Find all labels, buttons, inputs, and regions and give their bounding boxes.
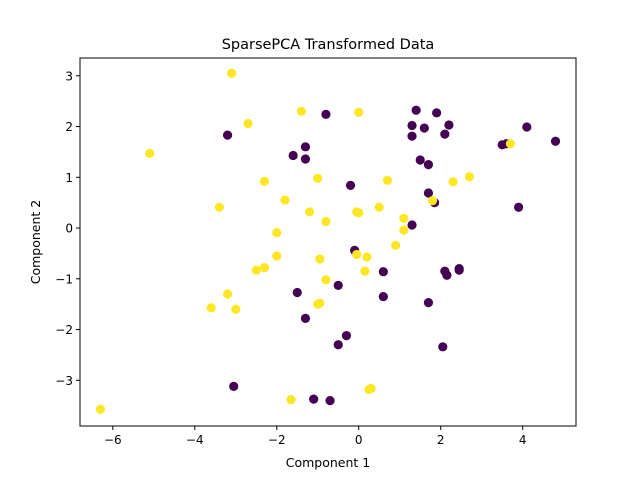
data-point (259, 176, 270, 186)
x-tick-label: 4 (519, 433, 527, 447)
data-point (419, 123, 429, 133)
x-tick-label: 0 (355, 433, 363, 447)
y-tick-label: 3 (65, 69, 73, 83)
data-point (364, 384, 374, 395)
data-point (286, 395, 296, 405)
y-tick-label: 0 (65, 222, 73, 236)
x-axis-label: Component 1 (286, 455, 371, 470)
x-tick-label: 2 (437, 433, 445, 447)
data-point (497, 140, 507, 150)
data-point (522, 122, 532, 132)
data-point (259, 263, 270, 273)
data-point (391, 240, 401, 250)
data-point (313, 173, 323, 183)
data-point (505, 139, 516, 149)
data-point (315, 298, 325, 308)
data-point (378, 291, 388, 302)
data-point (442, 270, 452, 280)
data-point (464, 172, 475, 182)
data-point (231, 304, 241, 314)
x-tick-label: −6 (104, 433, 122, 447)
data-point (440, 129, 450, 139)
data-point (341, 331, 352, 341)
data-point (427, 196, 438, 206)
data-point (448, 177, 458, 187)
data-point (378, 267, 388, 277)
y-tick-label: −1 (55, 272, 73, 286)
data-point (354, 208, 364, 218)
data-point (214, 202, 224, 212)
points-layer (95, 68, 561, 414)
data-point (423, 159, 434, 170)
data-point (272, 228, 282, 238)
data-point (309, 394, 319, 404)
data-point (550, 136, 561, 146)
chart-title: SparsePCA Transformed Data (222, 37, 435, 53)
data-point (374, 202, 384, 212)
data-point (399, 225, 409, 235)
data-point (206, 303, 216, 313)
data-point (300, 313, 311, 323)
data-point (304, 207, 315, 217)
data-point (145, 148, 155, 159)
data-point (222, 130, 233, 140)
data-point (411, 105, 421, 115)
data-point (243, 118, 253, 129)
data-point (407, 220, 417, 230)
data-point (407, 120, 417, 131)
data-point (292, 287, 302, 298)
y-tick-label: −2 (55, 323, 73, 337)
data-point (300, 154, 311, 164)
x-tick-label: −2 (268, 433, 286, 447)
data-point (321, 216, 331, 227)
plot-frame (79, 57, 577, 427)
data-point (360, 266, 370, 276)
data-point (352, 249, 362, 260)
data-point (95, 404, 106, 414)
data-point (251, 265, 261, 275)
data-point (354, 107, 364, 117)
data-point (407, 131, 417, 141)
data-point (300, 142, 311, 152)
data-point (423, 298, 434, 308)
data-point (345, 180, 356, 191)
y-axis: −3 −2 −1 0 1 2 3 (55, 69, 80, 388)
data-point (362, 252, 372, 262)
data-point (272, 251, 282, 261)
data-point (415, 155, 425, 165)
data-point (382, 175, 393, 185)
data-point (423, 188, 434, 198)
data-point (280, 195, 290, 205)
data-point (315, 254, 325, 264)
data-point (432, 108, 442, 118)
data-point (321, 109, 331, 119)
y-tick-label: −3 (55, 374, 73, 388)
data-point (296, 106, 306, 116)
data-point (222, 289, 233, 299)
data-point (399, 213, 409, 223)
data-point (227, 68, 237, 78)
data-point (288, 150, 298, 161)
data-point (333, 280, 343, 290)
data-point (438, 342, 448, 352)
x-axis: −6 −4 −2 0 2 4 (104, 426, 527, 447)
data-point (325, 396, 335, 406)
data-point (229, 381, 239, 392)
data-point (454, 265, 464, 275)
data-point (321, 275, 331, 285)
x-tick-label: −4 (186, 433, 204, 447)
y-tick-label: 1 (65, 171, 73, 185)
y-tick-label: 2 (65, 120, 73, 134)
data-point (514, 202, 524, 212)
y-axis-label: Component 2 (28, 200, 43, 285)
data-point (333, 340, 343, 350)
data-point (444, 120, 454, 130)
